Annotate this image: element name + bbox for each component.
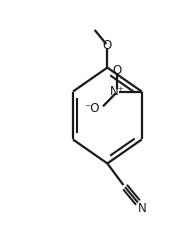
Text: N: N [138,202,147,215]
Text: N⁺: N⁺ [110,85,125,98]
Text: O: O [103,40,112,52]
Text: O: O [113,64,122,77]
Text: ⁻O: ⁻O [84,102,100,115]
